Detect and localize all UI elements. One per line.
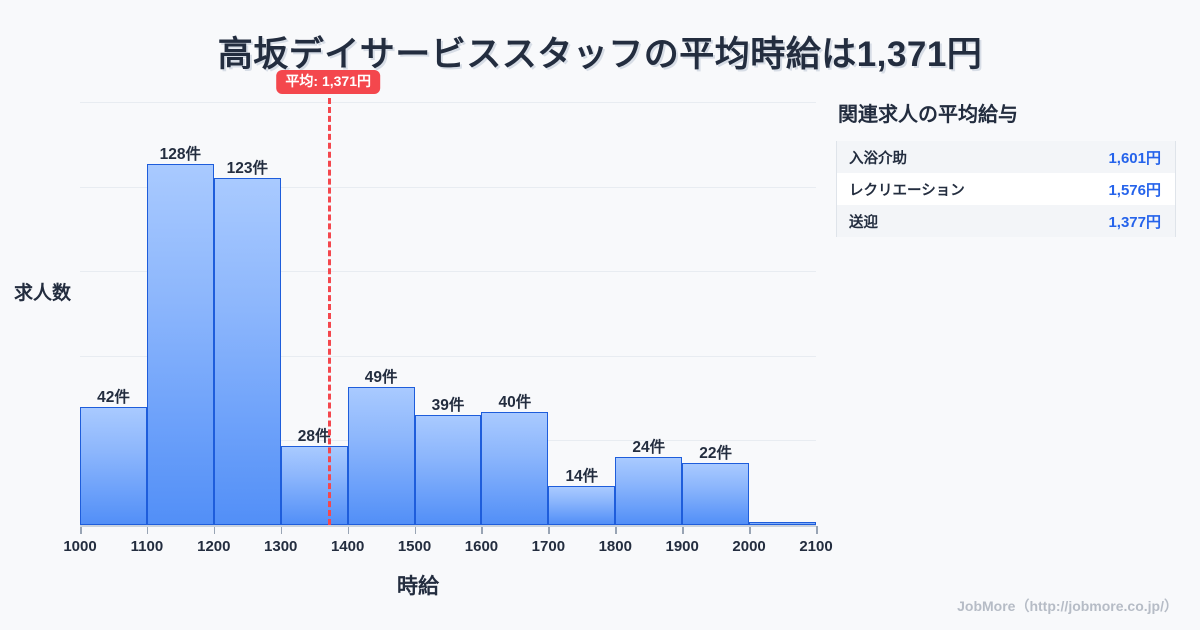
x-tick-label: 1000 (63, 538, 97, 555)
bar-label: 42件 (97, 388, 130, 406)
related-job-label: レクリエーション (849, 182, 965, 199)
related-job-value: 1,601円 (1108, 149, 1161, 167)
watermark: JobMore（http://jobmore.co.jp/） (957, 598, 1178, 614)
related-job-value: 1,377円 (1108, 213, 1161, 231)
x-tick (414, 526, 417, 534)
x-tick-label: 1300 (264, 538, 298, 555)
bar (146, 164, 214, 525)
bar-label: 40件 (498, 394, 532, 412)
chart-container: 求人数 42件 128件 123件 28件 49件 39件 40件 14件 24件 22件 100… (0, 70, 840, 600)
bar-label: 14件 (565, 467, 599, 485)
bar (548, 485, 616, 525)
bar (749, 522, 816, 525)
x-tick-label: 1700 (531, 538, 566, 555)
y-axis-title: 求人数 (14, 283, 72, 304)
x-axis-baseline (80, 525, 816, 527)
x-tick-label: 1900 (665, 538, 699, 555)
x-tick (146, 526, 149, 534)
gridline (80, 355, 816, 357)
bar-label: 22件 (699, 444, 732, 462)
x-tick (682, 526, 684, 534)
bar-label: 24件 (632, 439, 666, 457)
x-tick (548, 526, 550, 534)
gridline (80, 186, 816, 188)
x-tick-label: 1500 (397, 538, 432, 555)
gridline (80, 271, 816, 273)
bar-label: 28件 (297, 428, 331, 446)
related-job-value: 1,576円 (1108, 181, 1161, 199)
x-tick (213, 526, 216, 534)
x-tick-label: 1400 (330, 538, 365, 555)
average-badge: 平均: 1,371円 (276, 70, 381, 95)
bar (280, 446, 348, 525)
related-job-label: 入浴介助 (849, 150, 907, 167)
x-tick (280, 526, 283, 534)
bar (414, 415, 482, 525)
related-jobs-panel: 関連求人の平均給与 入浴介助 1,601円レクリエーション 1,576円送迎 1,37… (836, 98, 1176, 237)
x-tick-label: 1200 (197, 538, 231, 555)
x-axis-title: 時給 (397, 575, 439, 598)
plot-area: 42件 128件 123件 28件 49件 39件 40件 14件 24件 22件 1000 110… (63, 70, 833, 555)
bar-label: 123件 (226, 160, 268, 178)
average-line (328, 98, 332, 525)
bar (481, 412, 549, 525)
x-tick-label: 1800 (598, 538, 632, 555)
x-tick (347, 526, 350, 534)
bar (80, 406, 147, 525)
related-jobs-title: 関連求人の平均給与 (838, 104, 1018, 126)
related-job-label: 送迎 (849, 214, 878, 231)
gridline (80, 102, 816, 103)
page-title: 高坂デイサービススタッフの平均時給は1,371円 (217, 35, 983, 74)
bar-label: 39件 (431, 397, 465, 415)
x-tick (80, 526, 82, 534)
x-tick (615, 526, 617, 534)
bar-label: 128件 (159, 146, 202, 164)
related-job-row: レクリエーション 1,576円 (837, 173, 1175, 205)
bar (615, 457, 683, 525)
related-jobs-table: 入浴介助 1,601円レクリエーション 1,576円送迎 1,377円 (836, 141, 1176, 237)
bar (213, 178, 281, 525)
related-job-row: 入浴介助 1,601円 (837, 141, 1175, 173)
bar-label: 49件 (364, 368, 398, 386)
related-job-row: 送迎 1,377円 (837, 205, 1175, 237)
x-tick (481, 526, 483, 534)
x-tick (749, 526, 751, 534)
x-tick-label: 2000 (732, 538, 766, 555)
x-tick-label: 2100 (799, 538, 833, 555)
bar (347, 386, 415, 525)
bar (682, 462, 750, 525)
x-tick (816, 526, 818, 534)
x-tick-label: 1600 (464, 538, 499, 555)
x-tick-label: 1100 (130, 538, 164, 555)
